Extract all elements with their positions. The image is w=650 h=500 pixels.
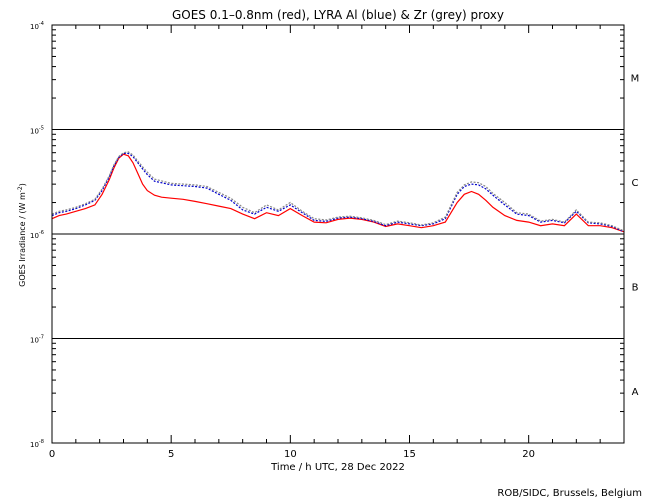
y-tick-label-exponent: -6 xyxy=(39,230,44,236)
x-tick-label: 10 xyxy=(284,449,297,460)
y-tick-label-base: 10 xyxy=(30,441,39,449)
series-line-2 xyxy=(51,151,625,232)
y-axis-label: GOES Irradiance / (W m-2) xyxy=(17,183,27,287)
y-tick-label: 10-7 xyxy=(30,335,44,345)
y-tick-label-base: 10 xyxy=(30,128,39,136)
series-line-0 xyxy=(51,153,625,233)
y-axis-label-main: GOES Irradiance / (W m xyxy=(18,192,27,287)
series-group xyxy=(51,151,625,233)
x-axis-label: Time / h UTC, 28 Dec 2022 xyxy=(270,462,405,473)
flare-class-label: B xyxy=(632,282,639,293)
chart-title: GOES 0.1–0.8nm (red), LYRA Al (blue) & Z… xyxy=(172,8,504,22)
flare-class-label: A xyxy=(632,387,639,398)
y-axis-ticks: 10-810-710-610-510-4 xyxy=(30,21,624,449)
y-tick-label-base: 10 xyxy=(30,337,39,345)
x-tick-label: 0 xyxy=(49,449,55,460)
y-tick-label: 10-4 xyxy=(30,21,44,31)
y-axis-label-close: ) xyxy=(18,183,27,186)
y-tick-label-exponent: -7 xyxy=(39,335,44,341)
y-tick-label-exponent: -8 xyxy=(39,439,44,445)
y-tick-label: 10-5 xyxy=(30,126,44,136)
y-tick-label-base: 10 xyxy=(30,232,39,240)
class-boundary-lines xyxy=(52,129,624,339)
y-tick-label: 10-8 xyxy=(30,439,44,449)
x-axis-ticks: 0 5 10 15 20 xyxy=(49,25,625,460)
credit-text: ROB/SIDC, Brussels, Belgium xyxy=(497,488,642,499)
x-tick-label: 5 xyxy=(168,449,174,460)
y-axis-label-exponent: -2 xyxy=(17,186,24,192)
flare-class-label: M xyxy=(631,73,640,84)
series-line-1 xyxy=(51,152,625,233)
y-tick-label-exponent: -5 xyxy=(39,126,44,132)
flare-class-labels: A B C M xyxy=(631,73,640,398)
x-tick-label: 15 xyxy=(403,449,416,460)
y-tick-label-base: 10 xyxy=(30,23,39,31)
y-tick-label: 10-6 xyxy=(30,230,44,240)
flare-class-label: C xyxy=(632,178,639,189)
y-tick-label-exponent: -4 xyxy=(39,21,44,27)
x-tick-label: 20 xyxy=(522,449,535,460)
